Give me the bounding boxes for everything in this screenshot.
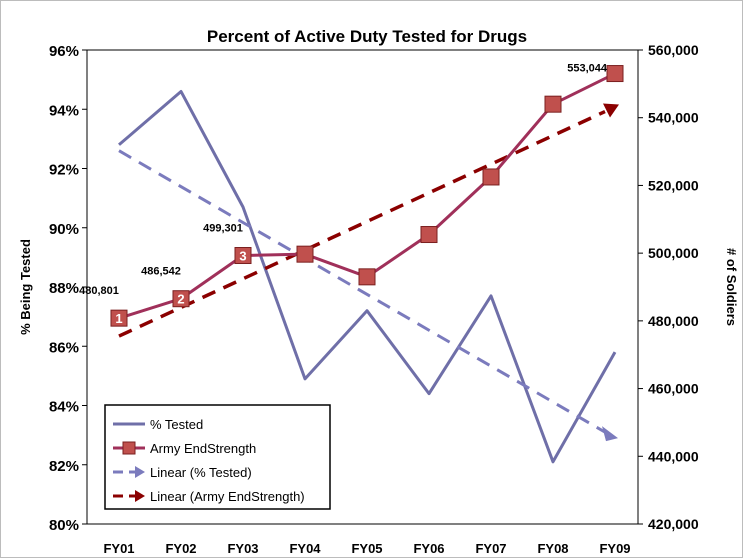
endstrength-data-label: 480,801 (79, 285, 119, 297)
trendline-endstrength-arrow (603, 103, 619, 118)
legend-entry-label: Army EndStrength (150, 441, 256, 456)
left-tick-label: 80% (49, 517, 79, 534)
x-tick-label: FY01 (103, 541, 134, 556)
right-tick-label: 560,000 (648, 42, 699, 58)
legend-swatch-marker (122, 441, 136, 455)
endstrength-marker (296, 245, 314, 263)
right-tick-label: 420,000 (648, 516, 699, 532)
trendline-endstrength (118, 109, 606, 338)
x-tick-label: FY06 (413, 541, 444, 556)
endstrength-data-label: 486,542 (141, 266, 181, 278)
left-axis: 80% 82% 84% 86% 88% 90% 92% 94% 96% (49, 43, 87, 534)
x-tick-label: FY08 (537, 541, 568, 556)
x-axis: FY01 FY02 FY03 FY04 FY05 FY06 FY07 FY08 FY09 (103, 541, 630, 556)
left-tick-label: 96% (49, 43, 79, 60)
right-tick-label: 540,000 (648, 110, 699, 126)
x-tick-label: FY02 (165, 541, 196, 556)
endstrength-marker (234, 247, 252, 265)
endstrength-data-label: 499,301 (203, 223, 243, 235)
endstrength-marker (358, 268, 376, 286)
endstrength-marker-number: 2 (177, 292, 184, 307)
legend-swatch-arrow (135, 466, 145, 478)
right-tick-label: 460,000 (648, 381, 699, 397)
x-tick-label: FY09 (599, 541, 630, 556)
endstrength-marker-number: 1 (115, 311, 122, 326)
endstrength-marker (544, 95, 562, 113)
left-tick-label: 88% (49, 280, 79, 297)
legend-entry-label: Linear (% Tested) (150, 465, 252, 480)
endstrength-marker (420, 226, 438, 244)
legend-box (104, 404, 331, 510)
x-tick-label: FY03 (227, 541, 258, 556)
endstrength-marker (110, 309, 128, 327)
left-axis-label: % Being Tested (18, 239, 33, 335)
left-tick-label: 84% (49, 399, 79, 416)
endstrength-marker (606, 65, 624, 83)
endstrength-data-label: 553,044 (567, 63, 608, 75)
legend-swatch-arrow (135, 490, 145, 502)
right-tick-label: 480,000 (648, 313, 699, 329)
legend: % Tested Army EndStrength Linear (% Tested… (104, 404, 331, 510)
right-axis-label: # of Soldiers (724, 248, 739, 326)
legend-entry-label: % Tested (150, 417, 203, 432)
left-tick-label: 82% (49, 458, 79, 475)
legend-entry-label: Linear (Army EndStrength) (150, 489, 305, 504)
right-tick-label: 520,000 (648, 177, 699, 193)
left-tick-label: 86% (49, 339, 79, 356)
x-tick-label: FY07 (475, 541, 506, 556)
right-tick-label: 500,000 (648, 245, 699, 261)
right-tick-label: 440,000 (648, 448, 699, 464)
series-layer: 1 480,801 2 486,542 3 499,301 553,044 (79, 63, 624, 464)
endstrength-marker (172, 290, 190, 308)
left-tick-label: 92% (49, 162, 79, 179)
endstrength-marker-number: 3 (239, 249, 246, 264)
x-tick-label: FY05 (351, 541, 382, 556)
left-tick-label: 90% (49, 221, 79, 238)
chart-title: Percent of Active Duty Tested for Drugs (207, 27, 527, 46)
left-tick-label: 94% (49, 102, 79, 119)
endstrength-marker (482, 168, 500, 186)
right-axis: 420,000 440,000 460,000 480,000 500,000 520,0… (638, 42, 699, 532)
trendline-pct-tested-arrow (602, 426, 618, 442)
trendline-pct-tested (118, 149, 606, 434)
x-tick-label: FY04 (289, 541, 321, 556)
series-line-pct-tested (118, 89, 617, 464)
